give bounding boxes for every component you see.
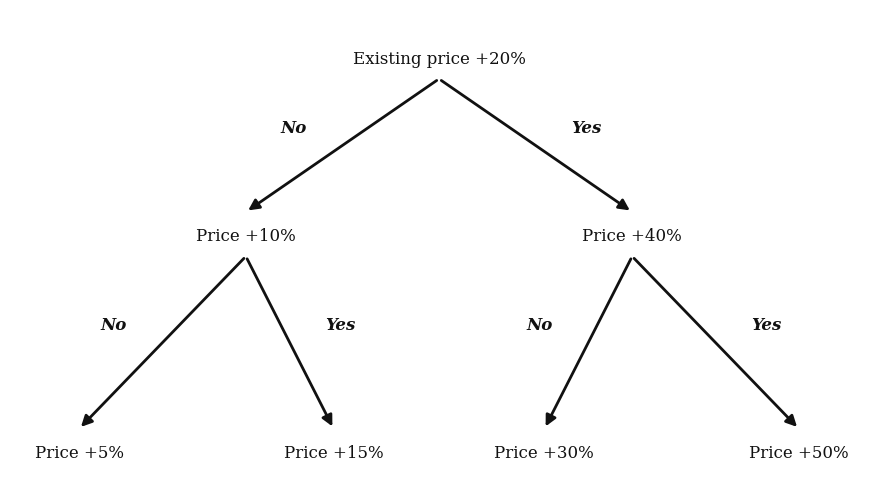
Text: Yes: Yes [570,120,601,137]
Text: No: No [101,317,127,334]
Text: Price +15%: Price +15% [283,445,383,462]
Text: No: No [281,120,307,137]
Text: Yes: Yes [750,317,781,334]
Text: Existing price +20%: Existing price +20% [353,51,524,68]
Text: Price +50%: Price +50% [748,445,848,462]
Text: Price +10%: Price +10% [196,228,296,245]
Text: Price +30%: Price +30% [494,445,594,462]
Text: No: No [526,317,553,334]
Text: Price +40%: Price +40% [581,228,681,245]
Text: Price +5%: Price +5% [34,445,124,462]
Text: Yes: Yes [324,317,355,334]
